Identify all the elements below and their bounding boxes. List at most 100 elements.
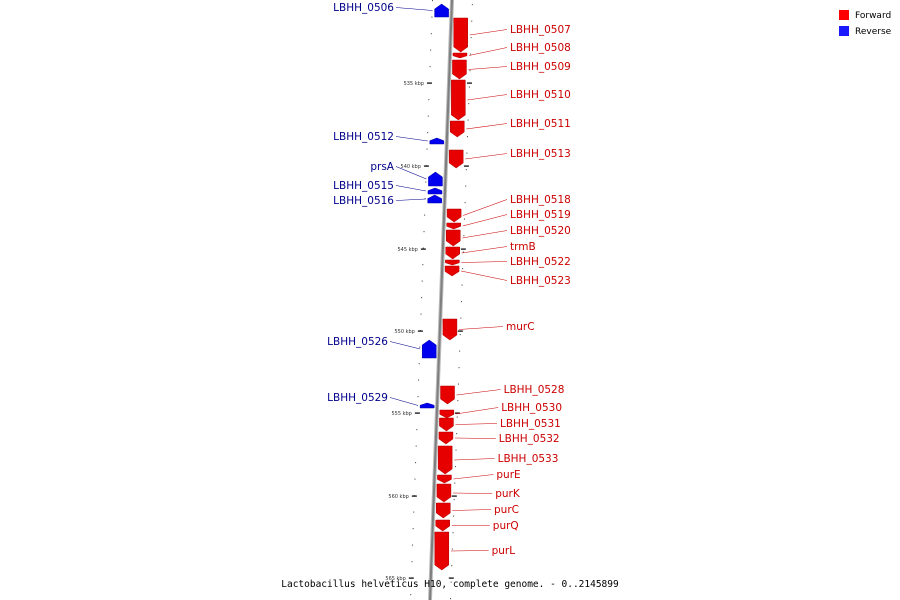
gene-arrow-lbhh_0518[interactable] bbox=[446, 208, 462, 223]
gene-label-purk[interactable]: purK bbox=[495, 488, 521, 500]
genome-backbone bbox=[428, 0, 454, 600]
gene-arrow-lbhh_0530[interactable] bbox=[439, 409, 455, 419]
minor-tick bbox=[415, 445, 417, 447]
major-tick bbox=[454, 412, 460, 414]
gene-arrow-lbhh_0507[interactable] bbox=[453, 17, 468, 53]
gene-label-pure[interactable]: purE bbox=[496, 469, 520, 481]
minor-tick bbox=[413, 511, 415, 513]
gene-arrow-lbhh_0516[interactable] bbox=[427, 194, 442, 204]
gene-arrow-lbhh_0522[interactable] bbox=[445, 259, 460, 266]
major-tick bbox=[460, 248, 466, 250]
major-tick bbox=[408, 577, 414, 579]
gene-label-lbhh_0506[interactable]: LBHH_0506 bbox=[333, 2, 394, 14]
minor-tick bbox=[461, 284, 463, 286]
major-tick bbox=[448, 577, 454, 579]
gene-label-lbhh_0520[interactable]: LBHH_0520 bbox=[510, 225, 571, 237]
major-tick bbox=[420, 248, 426, 250]
gene-arrow-lbhh_0529[interactable] bbox=[419, 402, 435, 409]
minor-tick bbox=[424, 214, 426, 216]
gene-arrow-pure[interactable] bbox=[437, 474, 452, 484]
gene-label-lbhh_0515[interactable]: LBHH_0515 bbox=[333, 180, 394, 192]
gene-arrow-purk[interactable] bbox=[436, 483, 452, 503]
gene-arrow-lbhh_0532[interactable] bbox=[438, 431, 454, 445]
gene-label-lbhh_0526[interactable]: LBHH_0526 bbox=[327, 336, 388, 348]
gene-label-lbhh_0531[interactable]: LBHH_0531 bbox=[500, 418, 561, 430]
gene-label-lbhh_0508[interactable]: LBHH_0508 bbox=[510, 42, 571, 54]
gene-label-lbhh_0532[interactable]: LBHH_0532 bbox=[499, 433, 560, 445]
gene-label-purc[interactable]: purC bbox=[494, 504, 519, 516]
gene-label-prsa[interactable]: prsA bbox=[370, 161, 394, 173]
gene-arrow-lbhh_0510[interactable] bbox=[451, 79, 466, 121]
gene-arrow-lbhh_0519[interactable] bbox=[446, 222, 461, 230]
minor-tick bbox=[466, 152, 468, 154]
gene-label-purq[interactable]: purQ bbox=[493, 520, 519, 532]
minor-tick bbox=[452, 532, 454, 534]
gene-leader-line bbox=[455, 407, 499, 415]
gene-arrow-lbhh_0528[interactable] bbox=[440, 385, 455, 405]
gene-leader-line bbox=[461, 270, 508, 281]
gene-arrow-lbhh_0520[interactable] bbox=[446, 229, 461, 247]
gene-leader-line bbox=[461, 261, 508, 263]
gene-arrow-lbhh_0533[interactable] bbox=[437, 445, 453, 475]
gene-label-lbhh_0530[interactable]: LBHH_0530 bbox=[501, 402, 562, 414]
gene-arrow-lbhh_0508[interactable] bbox=[452, 52, 468, 59]
gene-label-murc[interactable]: murC bbox=[506, 321, 535, 333]
minor-tick bbox=[470, 37, 472, 39]
gene-arrow-purc[interactable] bbox=[436, 502, 451, 519]
gene-arrow-purl[interactable] bbox=[434, 531, 450, 571]
gene-label-trmb[interactable]: trmB bbox=[510, 241, 536, 253]
minor-tick bbox=[422, 247, 424, 249]
gene-label-lbhh_0522[interactable]: LBHH_0522 bbox=[510, 256, 571, 268]
gene-label-lbhh_0518[interactable]: LBHH_0518 bbox=[510, 194, 571, 206]
gene-label-lbhh_0513[interactable]: LBHH_0513 bbox=[510, 148, 571, 160]
gene-label-lbhh_0529[interactable]: LBHH_0529 bbox=[327, 392, 388, 404]
gene-label-lbhh_0509[interactable]: LBHH_0509 bbox=[510, 61, 571, 73]
gene-leader-line bbox=[469, 29, 508, 36]
gene-arrow-lbhh_0513[interactable] bbox=[448, 149, 464, 169]
gene-label-lbhh_0516[interactable]: LBHH_0516 bbox=[333, 195, 394, 207]
minor-tick bbox=[457, 400, 459, 402]
minor-tick bbox=[459, 350, 461, 352]
gene-arrow-lbhh_0526[interactable] bbox=[421, 339, 437, 359]
gene-label-lbhh_0510[interactable]: LBHH_0510 bbox=[510, 89, 571, 101]
minor-tick bbox=[462, 268, 464, 270]
gene-labels[interactable]: LBHH_0506 LBHH_0507 LBHH_0508 LBHH_0509 LBHH… bbox=[327, 2, 571, 557]
minor-tick bbox=[460, 317, 462, 319]
gene-label-lbhh_0523[interactable]: LBHH_0523 bbox=[510, 275, 571, 287]
minor-tick bbox=[431, 16, 433, 18]
gene-arrow-lbhh_0511[interactable] bbox=[450, 120, 465, 138]
gene-label-lbhh_0528[interactable]: LBHH_0528 bbox=[504, 384, 565, 396]
gene-leader-line bbox=[461, 246, 508, 254]
minor-tick bbox=[458, 367, 460, 369]
minor-tick bbox=[450, 598, 452, 600]
gene-arrow-lbhh_0512[interactable] bbox=[429, 137, 445, 145]
legend-forward-swatch bbox=[839, 10, 849, 20]
minor-tick bbox=[465, 185, 467, 187]
gene-leader-line bbox=[452, 509, 492, 511]
gene-arrow-lbhh_0531[interactable] bbox=[439, 417, 454, 432]
gene-label-lbhh_0533[interactable]: LBHH_0533 bbox=[498, 453, 559, 465]
minor-tick bbox=[456, 433, 458, 435]
minor-tick bbox=[421, 297, 423, 299]
gene-leader-line bbox=[465, 153, 508, 160]
gene-arrow-lbhh_0523[interactable] bbox=[444, 265, 460, 277]
scale-tick-label: 565 kbp bbox=[385, 576, 405, 582]
gene-arrow-lbhh_0506[interactable] bbox=[434, 3, 449, 18]
minor-tick bbox=[454, 466, 456, 468]
gene-label-lbhh_0507[interactable]: LBHH_0507 bbox=[510, 24, 571, 36]
gene-arrow-prsa[interactable] bbox=[428, 171, 443, 187]
minor-tick bbox=[430, 49, 432, 51]
gene-arrow-lbhh_0509[interactable] bbox=[452, 59, 467, 80]
gene-leader-line bbox=[466, 123, 508, 130]
scale-tick-label: 555 kbp bbox=[391, 411, 411, 417]
minor-tick bbox=[428, 99, 430, 101]
gene-arrow-lbhh_0515[interactable] bbox=[427, 187, 443, 195]
gene-arrow-trmb[interactable] bbox=[445, 246, 460, 260]
gene-arrow-murc[interactable] bbox=[442, 318, 458, 341]
gene-label-lbhh_0512[interactable]: LBHH_0512 bbox=[333, 131, 394, 143]
gene-leader-line bbox=[462, 214, 508, 227]
gene-label-lbhh_0519[interactable]: LBHH_0519 bbox=[510, 209, 571, 221]
gene-label-purl[interactable]: purL bbox=[492, 545, 516, 557]
gene-arrow-purq[interactable] bbox=[435, 519, 450, 532]
gene-label-lbhh_0511[interactable]: LBHH_0511 bbox=[510, 118, 571, 130]
